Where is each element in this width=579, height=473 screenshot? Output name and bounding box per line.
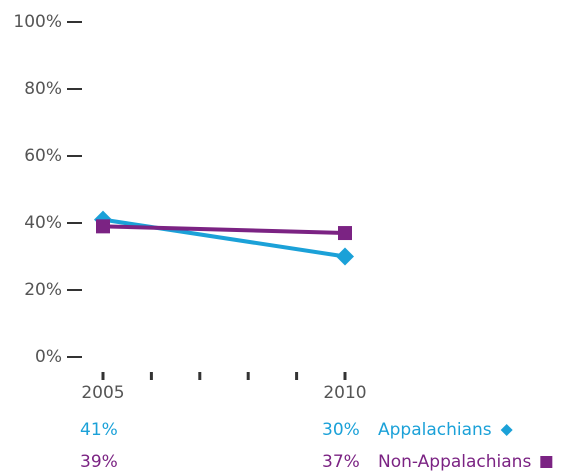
- value-label: 30%: [322, 420, 360, 440]
- point: [338, 226, 352, 241]
- y-tick-label: 80%: [24, 79, 62, 99]
- value-label: 41%: [80, 420, 118, 440]
- series-line: [102, 224, 346, 236]
- point: [96, 219, 110, 234]
- value-label: 39%: [80, 452, 118, 472]
- value-label: 37%: [322, 452, 360, 472]
- legend-label: Non-Appalachians: [378, 452, 531, 472]
- legend-marker: [500, 424, 513, 436]
- y-tick-label: 20%: [24, 280, 62, 300]
- y-tick-label: 60%: [24, 146, 62, 166]
- y-tick-label: 40%: [24, 213, 62, 233]
- y-tick-label: 0%: [35, 347, 62, 367]
- x-tick-label: 2010: [323, 383, 366, 403]
- legend-marker: [540, 456, 553, 468]
- point: [336, 247, 354, 266]
- series-line: [102, 217, 346, 259]
- y-tick-label: 100%: [13, 12, 62, 32]
- legend-label: Appalachians: [378, 420, 492, 440]
- x-tick-label: 2005: [81, 383, 124, 403]
